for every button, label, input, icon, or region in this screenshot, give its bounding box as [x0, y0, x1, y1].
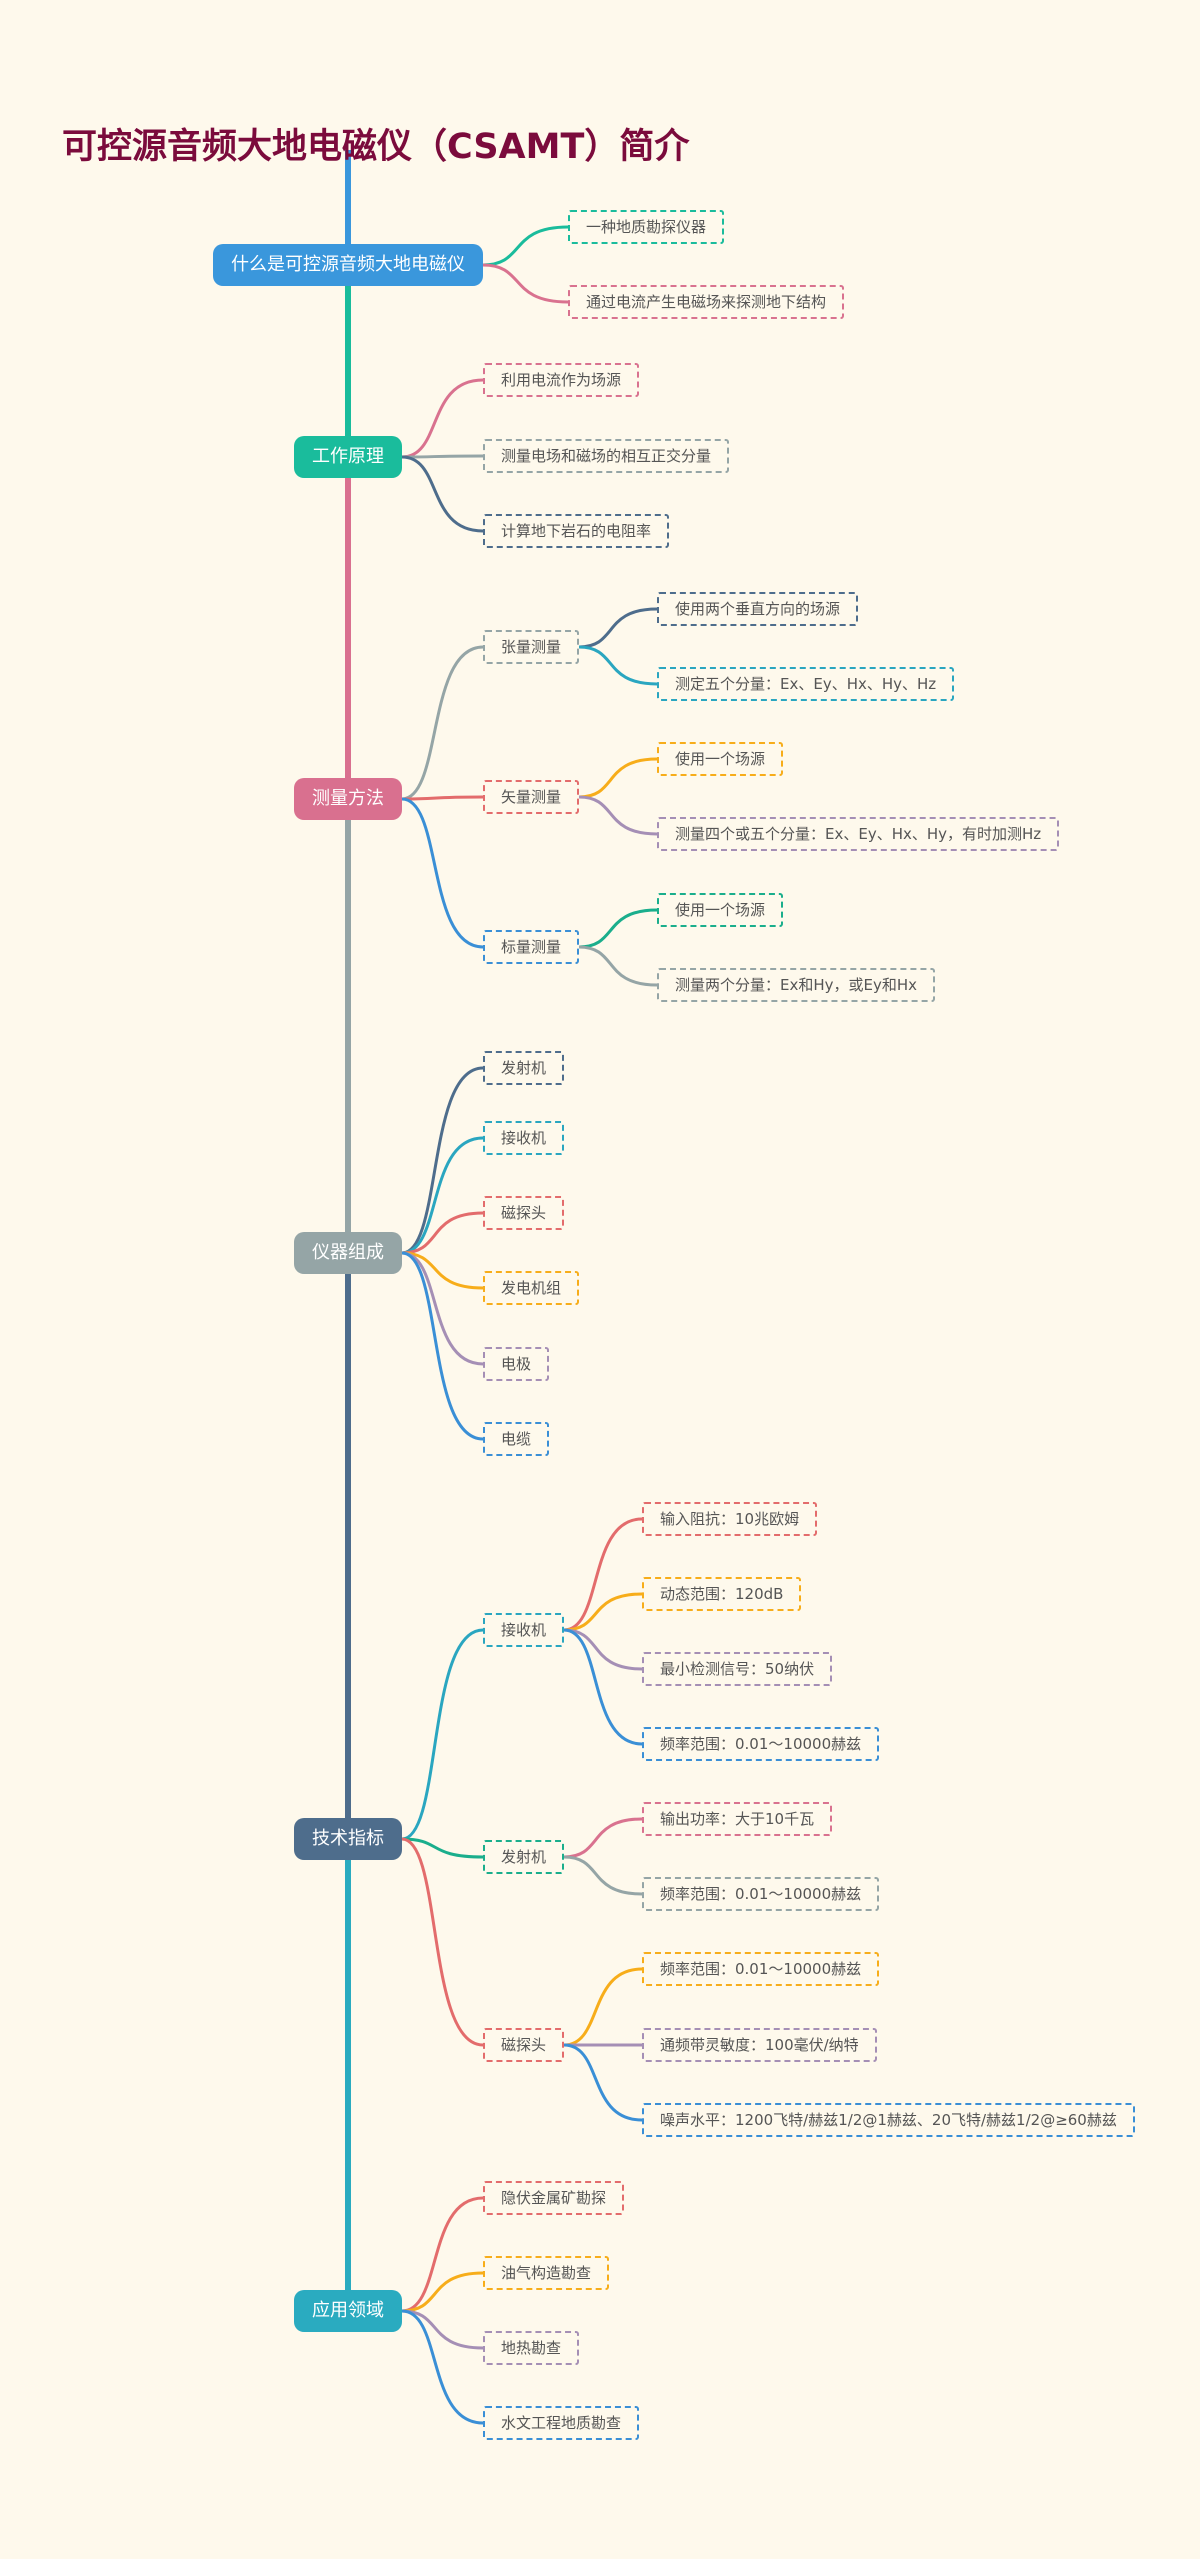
connector-line — [563, 2043, 643, 2122]
connector-line — [579, 645, 658, 686]
topic-node[interactable]: 应用领域 — [294, 2290, 402, 2332]
subtopic-node[interactable]: 接收机 — [483, 1613, 565, 1647]
detail-node[interactable]: 使用一个场源 — [657, 742, 784, 776]
subtopic-node[interactable]: 地热勘查 — [483, 2331, 580, 2365]
detail-node[interactable]: 输出功率：大于10千瓦 — [642, 1802, 833, 1836]
subtopic-node[interactable]: 发电机组 — [483, 1271, 580, 1305]
subtopic-node[interactable]: 测量电场和磁场的相互正交分量 — [483, 439, 730, 473]
subtopic-node[interactable]: 标量测量 — [483, 930, 580, 964]
connector-line — [401, 2271, 484, 2313]
connector-line — [564, 1817, 643, 1859]
connector-line — [401, 1837, 484, 2047]
detail-node[interactable]: 通频带灵敏度：100毫伏/纳特 — [642, 2028, 877, 2062]
subtopic-node[interactable]: 磁探头 — [483, 2028, 565, 2062]
connector-line — [401, 1136, 484, 1255]
connector-line — [401, 1251, 484, 1290]
detail-node[interactable]: 使用两个垂直方向的场源 — [657, 592, 859, 626]
detail-node[interactable]: 测量四个或五个分量：Ex、Ey、Hx、Hy，有时加测Hz — [657, 817, 1060, 851]
subtopic-node[interactable]: 发射机 — [483, 1051, 565, 1085]
subtopic-node[interactable]: 矢量测量 — [483, 780, 580, 814]
connector-line — [401, 1211, 484, 1255]
detail-node[interactable]: 使用一个场源 — [657, 893, 784, 927]
detail-node[interactable]: 频率范围：0.01～10000赫兹 — [642, 1952, 880, 1986]
subtopic-node[interactable]: 磁探头 — [483, 1196, 565, 1230]
connector-line — [579, 757, 658, 799]
connector-line — [401, 645, 484, 801]
subtopic-node[interactable]: 接收机 — [483, 1121, 565, 1155]
detail-node[interactable]: 测定五个分量：Ex、Ey、Hx、Hy、Hz — [657, 667, 955, 701]
connector-line — [401, 2196, 484, 2313]
subtopic-node[interactable]: 油气构造勘查 — [483, 2256, 610, 2290]
subtopic-node[interactable]: 利用电流作为场源 — [483, 363, 640, 397]
connector-line — [563, 1517, 643, 1632]
connector-line — [579, 795, 658, 836]
connector-line — [579, 945, 658, 987]
subtopic-node[interactable]: 计算地下岩石的电阻率 — [483, 514, 670, 548]
connector-line — [563, 1967, 643, 2047]
detail-node[interactable]: 频率范围：0.01～10000赫兹 — [642, 1877, 880, 1911]
connector-line — [564, 1855, 643, 1896]
connector-line — [401, 1628, 484, 1841]
subtopic-node[interactable]: 电缆 — [483, 1422, 550, 1456]
topic-node[interactable]: 仪器组成 — [294, 1232, 402, 1274]
connector-line — [401, 1251, 484, 1441]
connector-line — [401, 795, 484, 801]
connector-line — [401, 454, 484, 459]
connector-line — [401, 1251, 484, 1366]
connector-line — [563, 1628, 643, 1746]
detail-node[interactable]: 输入阻抗：10兆欧姆 — [642, 1502, 818, 1536]
connector-line — [401, 1837, 484, 1859]
topic-node[interactable]: 什么是可控源音频大地电磁仪 — [213, 244, 483, 286]
connector-line — [579, 607, 658, 649]
topic-node[interactable]: 测量方法 — [294, 778, 402, 820]
subtopic-node[interactable]: 张量测量 — [483, 630, 580, 664]
subtopic-node[interactable]: 水文工程地质勘查 — [483, 2406, 640, 2440]
page-title: 可控源音频大地电磁仪（CSAMT）简介 — [62, 127, 690, 167]
detail-node[interactable]: 噪声水平：1200飞特/赫兹1/2@1赫兹、20飞特/赫兹1/2@≥60赫兹 — [642, 2103, 1135, 2137]
connector-line — [401, 2309, 484, 2425]
detail-node[interactable]: 测量两个分量：Ex和Hy，或Ey和Hx — [657, 968, 936, 1002]
detail-node[interactable]: 动态范围：120dB — [642, 1577, 802, 1611]
connector-line — [563, 1628, 643, 1671]
connector-line — [401, 2309, 484, 2350]
subtopic-node[interactable]: 通过电流产生电磁场来探测地下结构 — [568, 285, 845, 319]
connector-line — [401, 797, 484, 949]
detail-node[interactable]: 频率范围：0.01～10000赫兹 — [642, 1727, 880, 1761]
connector-line — [482, 225, 569, 267]
subtopic-node[interactable]: 发射机 — [483, 1840, 565, 1874]
connector-line — [564, 1592, 643, 1632]
topic-node[interactable]: 工作原理 — [294, 436, 402, 478]
subtopic-node[interactable]: 隐伏金属矿勘探 — [483, 2181, 625, 2215]
connector-line — [579, 908, 658, 949]
topic-node[interactable]: 技术指标 — [294, 1818, 402, 1860]
connector-line — [401, 1066, 484, 1255]
connector-line — [401, 378, 484, 459]
subtopic-node[interactable]: 一种地质勘探仪器 — [568, 210, 725, 244]
connector-line — [401, 455, 484, 533]
detail-node[interactable]: 最小检测信号：50纳伏 — [642, 1652, 833, 1686]
connector-line — [482, 263, 569, 304]
subtopic-node[interactable]: 电极 — [483, 1347, 550, 1381]
